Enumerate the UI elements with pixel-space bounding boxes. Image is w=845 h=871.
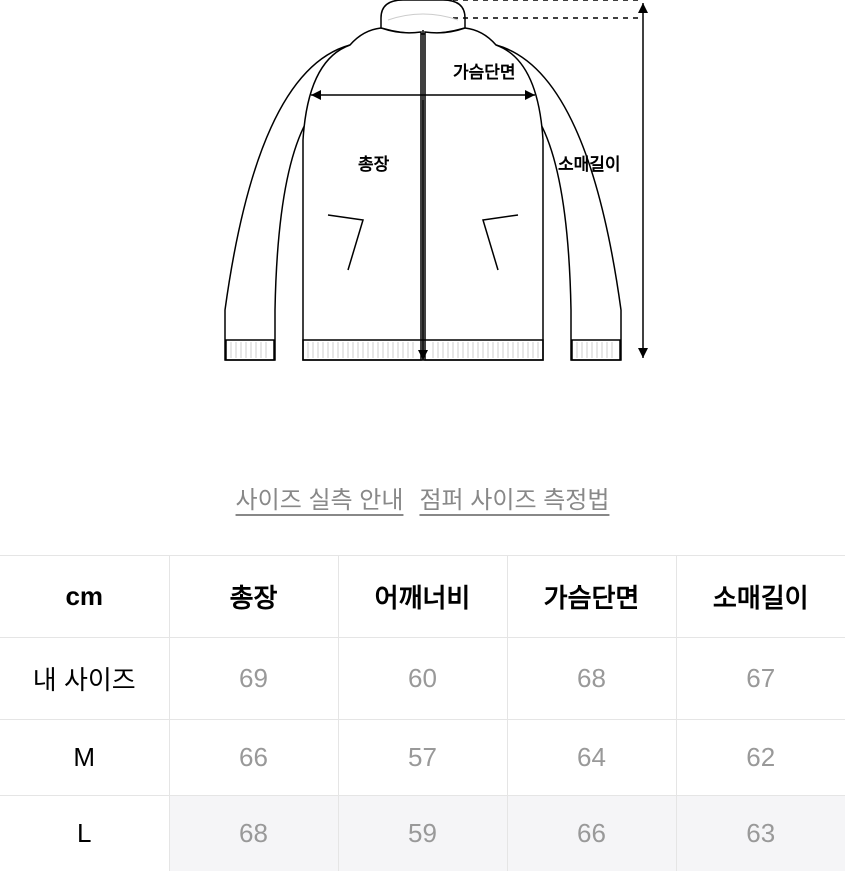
col-header-length: 총장: [169, 556, 338, 638]
cell-value: 66: [507, 796, 676, 871]
length-label: 총장: [358, 155, 390, 174]
sleeve-label: 소매길이: [558, 155, 621, 174]
cell-value: 66: [169, 720, 338, 796]
size-info-link[interactable]: 사이즈 실측 안내: [236, 480, 404, 515]
table-row[interactable]: M 66 57 64 62: [0, 720, 845, 796]
cell-value: 67: [676, 638, 845, 720]
cell-value: 57: [338, 720, 507, 796]
row-label-mysize: 내 사이즈: [0, 638, 169, 720]
size-table: cm 총장 어깨너비 가슴단면 소매길이 내 사이즈 69 60 68 67 M…: [0, 555, 845, 871]
col-header-chest: 가슴단면: [507, 556, 676, 638]
cell-value: 69: [169, 638, 338, 720]
cell-value: 68: [169, 796, 338, 871]
row-label-l: L: [0, 796, 169, 871]
info-links-row: 사이즈 실측 안내 점퍼 사이즈 측정법: [0, 480, 845, 515]
cell-value: 62: [676, 720, 845, 796]
jacket-diagram-container: 가슴단면 총장 소매길이: [0, 0, 845, 460]
cell-value: 60: [338, 638, 507, 720]
cell-value: 68: [507, 638, 676, 720]
table-header-row: cm 총장 어깨너비 가슴단면 소매길이: [0, 556, 845, 638]
row-label-m: M: [0, 720, 169, 796]
cell-value: 63: [676, 796, 845, 871]
unit-header: cm: [0, 556, 169, 638]
cell-value: 59: [338, 796, 507, 871]
table-row[interactable]: L 68 59 66 63: [0, 796, 845, 871]
table-row[interactable]: 내 사이즈 69 60 68 67: [0, 638, 845, 720]
measure-method-link[interactable]: 점퍼 사이즈 측정법: [419, 480, 609, 515]
jacket-diagram: 가슴단면 총장 소매길이: [163, 0, 683, 420]
col-header-shoulder: 어깨너비: [338, 556, 507, 638]
cell-value: 64: [507, 720, 676, 796]
chest-label: 가슴단면: [453, 63, 516, 82]
col-header-sleeve: 소매길이: [676, 556, 845, 638]
